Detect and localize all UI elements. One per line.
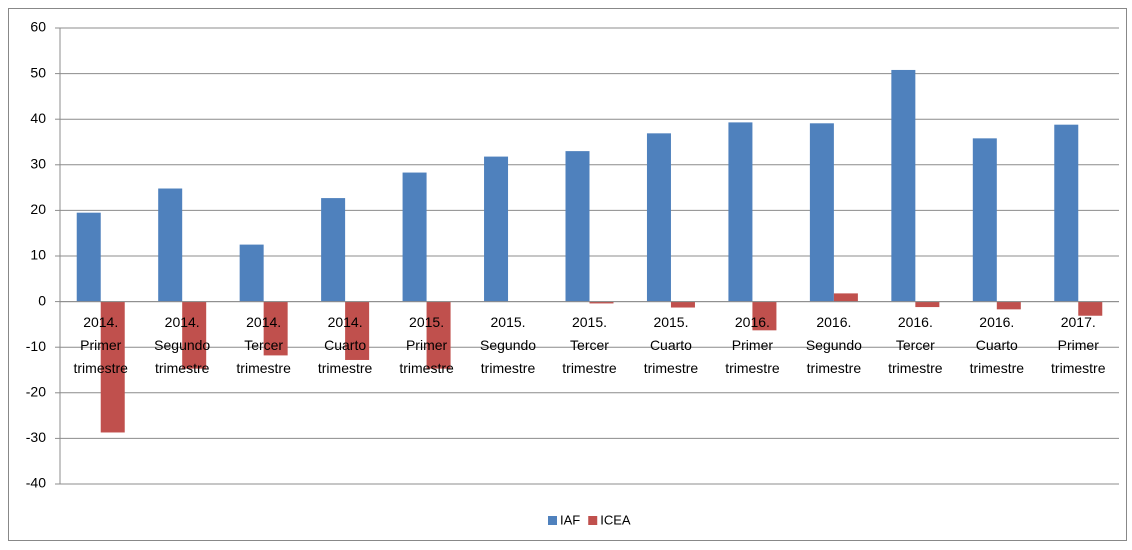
bar — [728, 122, 753, 302]
y-tick-label: 60 — [30, 19, 46, 35]
bar — [484, 156, 509, 302]
bar — [76, 212, 101, 302]
y-tick-label: 0 — [38, 292, 46, 308]
x-tick-label: 2014. Segundo trimestre — [154, 314, 210, 376]
bar — [100, 301, 125, 433]
x-tick-label: 2015. Segundo trimestre — [480, 314, 536, 376]
x-tick-label: 2016. Cuarto trimestre — [970, 314, 1025, 376]
x-tick-label: 2016. Segundo trimestre — [806, 314, 862, 376]
bar — [809, 123, 834, 302]
bar — [565, 151, 590, 302]
x-tick-label: 2014. Cuarto trimestre — [318, 314, 373, 376]
bar — [891, 69, 916, 302]
bar — [182, 301, 207, 369]
bar — [972, 138, 997, 302]
legend-swatch — [548, 516, 557, 525]
bar — [1054, 124, 1079, 302]
bar — [589, 301, 614, 304]
x-tick-label: 2016. Tercer trimestre — [888, 314, 943, 376]
y-tick-label: -10 — [26, 338, 46, 354]
bar — [158, 188, 183, 302]
x-tick-label: 2014. Tercer trimestre — [236, 314, 291, 376]
y-tick-label: -20 — [26, 384, 46, 400]
bar — [833, 293, 858, 302]
x-tick-label: 2015. Cuarto trimestre — [644, 314, 699, 376]
bar — [670, 301, 695, 308]
y-tick-label: 10 — [30, 247, 46, 263]
y-tick-label: 30 — [30, 156, 46, 172]
bar — [1078, 301, 1103, 316]
x-tick-label: 2014. Primer trimestre — [74, 314, 129, 376]
x-tick-label: 2016. Primer trimestre — [725, 314, 780, 376]
x-tick-label: 2015. Primer trimestre — [399, 314, 454, 376]
legend-swatch — [588, 516, 598, 525]
y-tick-label: -30 — [26, 429, 46, 445]
bar — [345, 301, 370, 360]
bar — [915, 301, 940, 308]
legend-label: IAF — [560, 512, 580, 527]
bar — [752, 301, 777, 331]
y-tick-label: -40 — [26, 475, 46, 491]
bar — [646, 133, 671, 302]
x-tick-label: 2015. Tercer trimestre — [562, 314, 617, 376]
y-tick-label: 20 — [30, 201, 46, 217]
bar — [996, 301, 1021, 310]
bar — [426, 301, 451, 369]
bar — [321, 198, 346, 302]
legend-label: ICEA — [600, 512, 631, 527]
y-tick-label: 50 — [30, 64, 46, 80]
y-tick-label: 40 — [30, 110, 46, 126]
bar — [402, 172, 427, 302]
bar — [263, 301, 288, 356]
x-tick-label: 2017. Primer trimestre — [1051, 314, 1106, 376]
bar — [239, 244, 264, 302]
